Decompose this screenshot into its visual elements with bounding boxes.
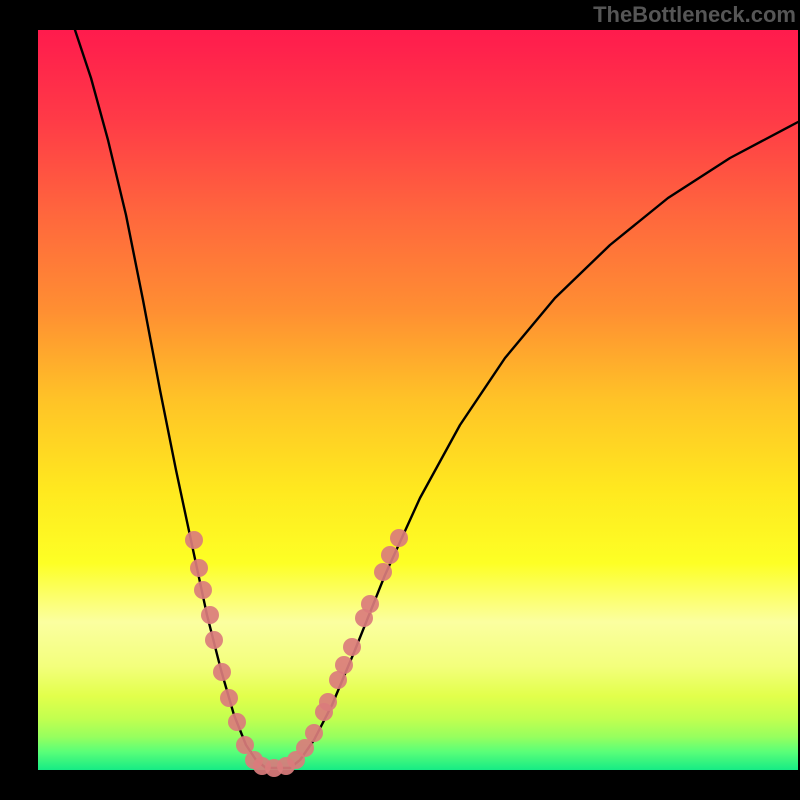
watermark-text: TheBottleneck.com <box>593 2 796 28</box>
plot-area <box>38 30 798 770</box>
chart-container: TheBottleneck.com <box>0 0 800 800</box>
